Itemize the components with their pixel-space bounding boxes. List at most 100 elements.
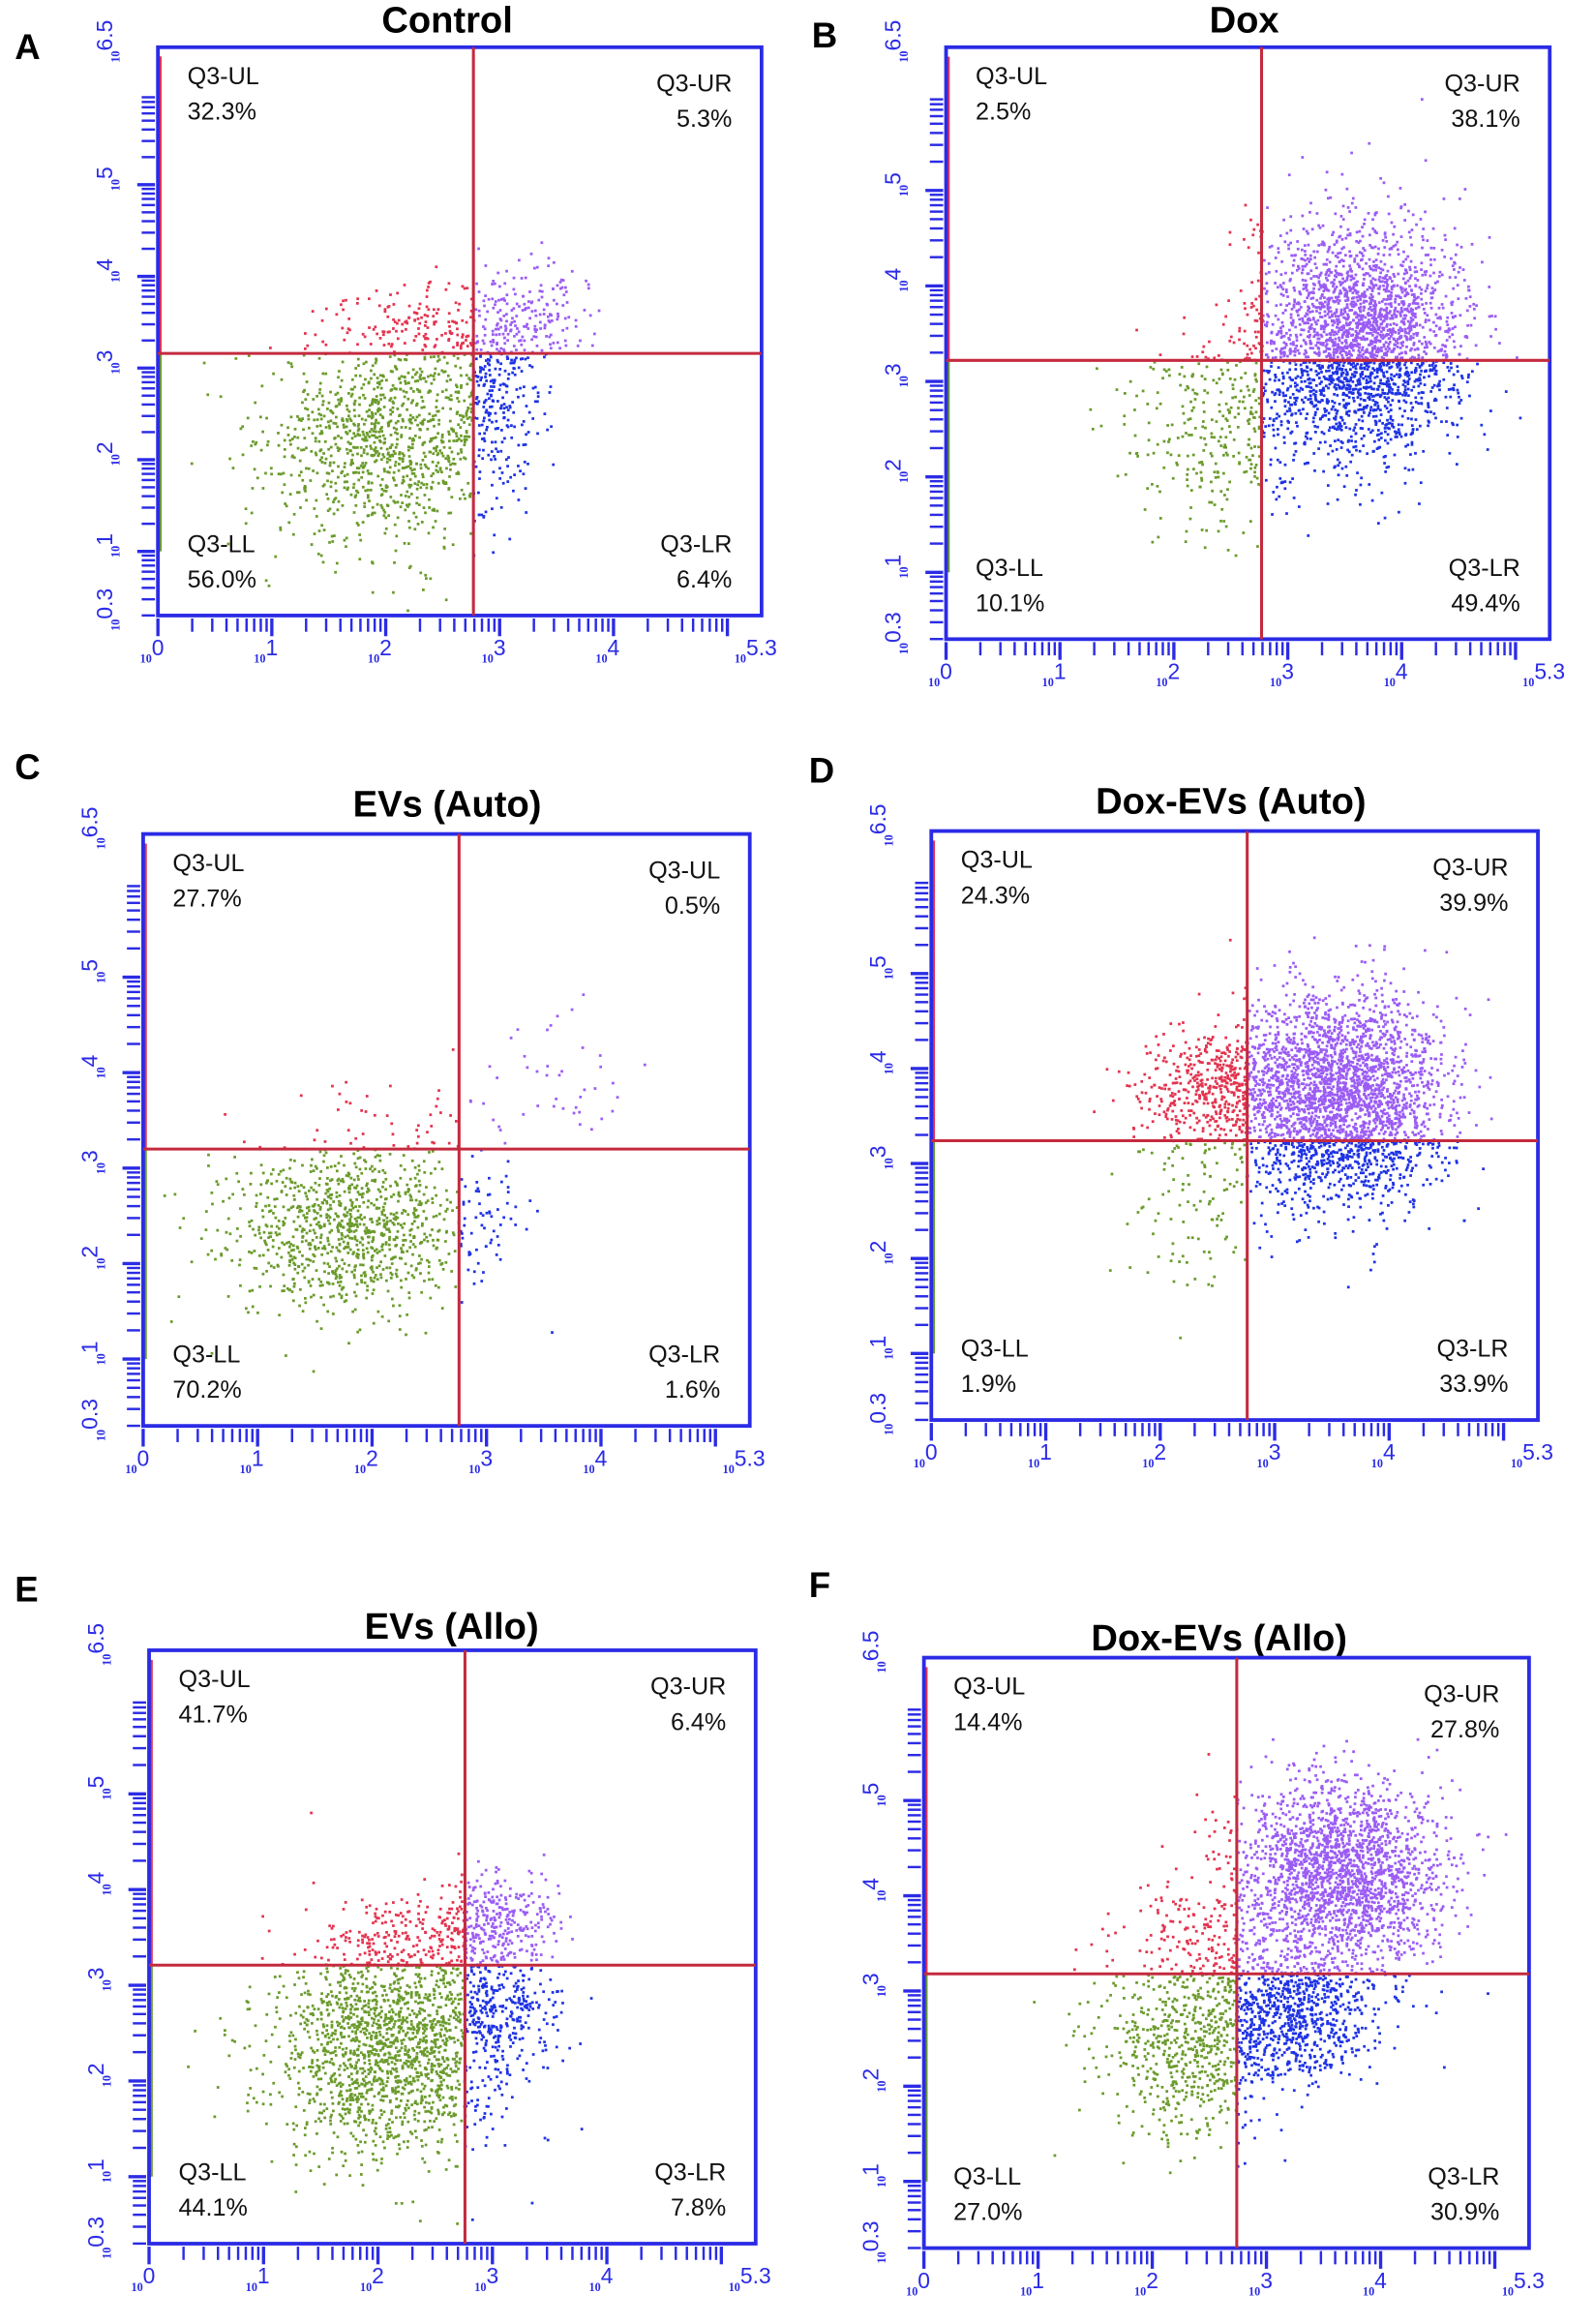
data-point xyxy=(520,370,524,373)
data-point xyxy=(1355,312,1358,316)
data-point xyxy=(474,342,478,345)
data-point xyxy=(1379,413,1383,416)
data-point xyxy=(1360,314,1364,317)
data-point xyxy=(1339,308,1343,312)
data-point xyxy=(350,458,353,462)
data-point xyxy=(1353,312,1356,316)
data-point xyxy=(388,1266,392,1270)
data-point xyxy=(504,329,507,332)
data-point xyxy=(1354,432,1358,436)
data-point xyxy=(497,388,501,391)
data-point xyxy=(1347,379,1351,383)
data-point xyxy=(305,380,309,383)
data-point xyxy=(264,471,267,475)
data-point xyxy=(525,511,528,514)
data-point xyxy=(409,417,412,421)
data-point xyxy=(484,264,488,267)
data-point xyxy=(482,342,486,346)
data-point xyxy=(1330,375,1333,377)
data-point xyxy=(457,438,461,440)
data-point xyxy=(1382,455,1386,459)
data-point xyxy=(331,1283,335,1285)
data-point xyxy=(1457,297,1460,301)
data-point xyxy=(1231,396,1235,400)
data-point xyxy=(369,488,373,492)
data-point xyxy=(422,451,426,455)
data-point xyxy=(1318,273,1322,277)
data-point xyxy=(444,598,448,602)
data-point xyxy=(392,478,396,482)
data-point xyxy=(506,480,510,483)
data-point xyxy=(532,335,536,339)
data-point xyxy=(1453,268,1456,271)
data-point xyxy=(458,497,462,500)
data-point xyxy=(1217,354,1220,357)
data-point xyxy=(419,486,423,490)
data-point xyxy=(455,321,459,325)
data-point xyxy=(286,426,289,430)
data-point xyxy=(1379,378,1383,382)
data-point xyxy=(1208,500,1212,504)
data-point xyxy=(1377,287,1381,290)
data-point xyxy=(556,315,560,318)
data-point xyxy=(1288,368,1292,372)
data-point xyxy=(1336,428,1338,431)
data-point xyxy=(1421,246,1424,250)
data-point xyxy=(427,467,430,470)
data-point xyxy=(1255,476,1259,480)
data-point xyxy=(1358,346,1361,349)
data-point xyxy=(1367,380,1370,384)
data-point xyxy=(312,1228,316,1232)
data-point xyxy=(513,425,516,429)
data-point xyxy=(1354,364,1357,368)
data-point xyxy=(404,426,407,429)
data-point xyxy=(1281,282,1285,285)
data-point xyxy=(1288,480,1292,484)
data-point xyxy=(363,335,367,339)
x-tick-label: 105.3 xyxy=(1522,658,1565,689)
data-point xyxy=(505,424,509,428)
data-point xyxy=(1378,395,1382,399)
data-point xyxy=(404,508,407,512)
data-point xyxy=(329,445,333,449)
data-point xyxy=(334,393,338,397)
data-point xyxy=(460,418,464,422)
data-point xyxy=(1394,297,1398,301)
data-point xyxy=(1276,286,1279,289)
data-point xyxy=(1355,489,1358,492)
data-point xyxy=(1292,349,1296,353)
data-point xyxy=(1413,312,1417,316)
data-point xyxy=(1412,385,1416,389)
data-point xyxy=(1373,245,1377,249)
data-point xyxy=(1389,330,1393,334)
data-point xyxy=(1335,264,1338,268)
data-point xyxy=(1372,353,1376,356)
data-point xyxy=(465,414,468,417)
tick-base: 10 xyxy=(109,271,123,283)
data-point xyxy=(357,427,361,431)
data-point xyxy=(1419,481,1423,485)
data-point xyxy=(1362,407,1366,411)
data-point xyxy=(1348,286,1351,289)
data-point xyxy=(355,1243,359,1247)
data-point xyxy=(1358,343,1362,347)
data-point xyxy=(1437,327,1441,331)
data-point xyxy=(1382,371,1385,375)
data-point xyxy=(1294,325,1298,329)
data-point xyxy=(463,287,466,290)
data-point xyxy=(1408,329,1412,333)
data-point xyxy=(1332,405,1335,408)
data-point xyxy=(321,400,325,404)
data-point xyxy=(1338,336,1340,340)
data-point xyxy=(1337,438,1340,441)
data-point xyxy=(384,516,388,520)
data-point xyxy=(321,340,325,344)
data-point xyxy=(1396,310,1399,314)
data-point xyxy=(241,425,245,429)
data-point xyxy=(1308,260,1311,263)
data-point xyxy=(362,433,366,437)
data-point xyxy=(1362,282,1366,286)
data-point xyxy=(1180,366,1184,369)
data-point xyxy=(366,494,370,498)
data-point xyxy=(396,419,400,423)
